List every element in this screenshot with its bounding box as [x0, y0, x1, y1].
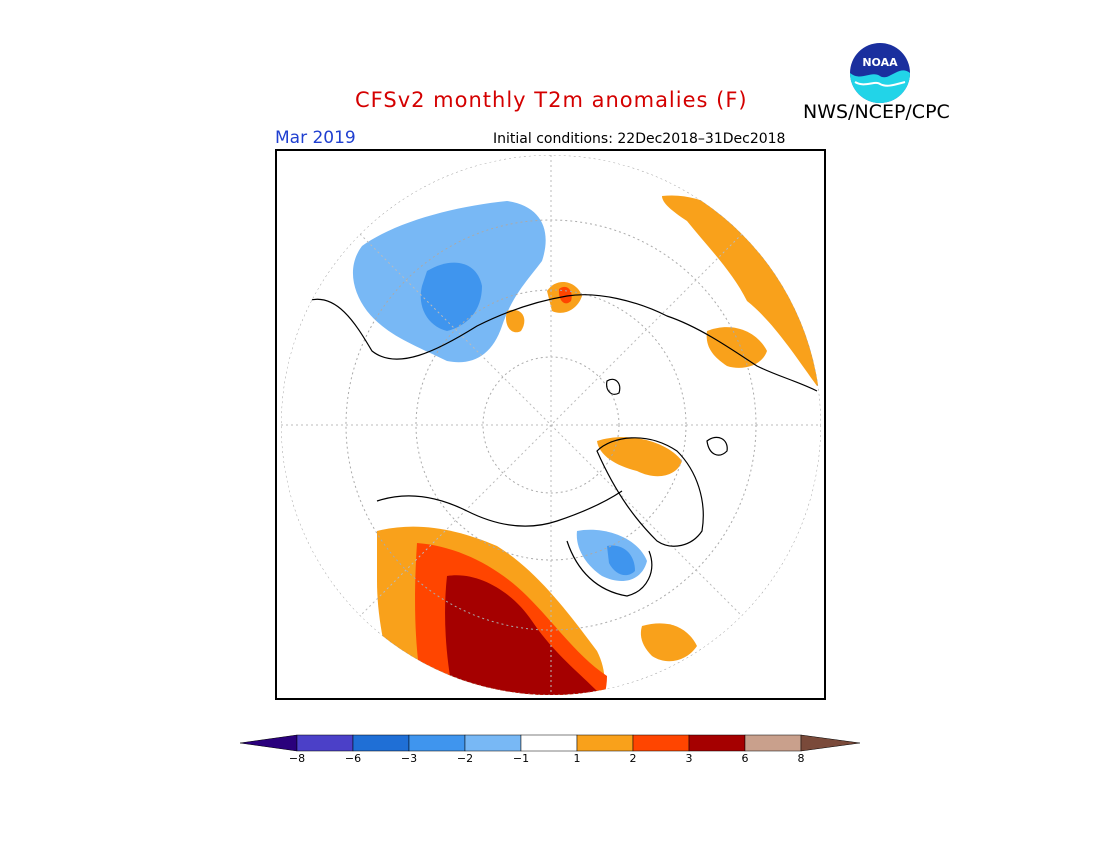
coastline-svalbard [606, 378, 621, 395]
warm-anomaly-europe [662, 195, 821, 386]
legend-tick: −8 [288, 752, 306, 765]
legend-tick: 1 [573, 752, 581, 765]
coastline-north-america [376, 490, 623, 527]
coastline-hudson-bay [566, 540, 653, 597]
legend-swatch-2 [352, 734, 410, 752]
legend-tick: −2 [456, 752, 474, 765]
noaa-logo: NOAA [850, 43, 910, 103]
legend-swatch-1 [296, 734, 354, 752]
warm-anomaly-kara [506, 309, 525, 333]
noaa-logo-text: NOAA [862, 56, 898, 69]
warm-anomaly-nw-america-core [445, 575, 597, 695]
color-legend [240, 734, 860, 752]
legend-swatch-7 [632, 734, 690, 752]
legend-tick: 3 [685, 752, 693, 765]
coastline-iceland [706, 436, 728, 456]
legend-arrow-low [240, 734, 298, 752]
legend-tick: −6 [344, 752, 362, 765]
cold-anomaly-siberia-core [420, 262, 482, 331]
map-title: CFSv2 monthly T2m anomalies (F) [355, 88, 748, 112]
polar-map-canvas [281, 155, 821, 695]
legend-tick: 8 [797, 752, 805, 765]
warm-anomaly-greenland-edge [597, 437, 682, 477]
agency-label: NWS/NCEP/CPC [803, 101, 950, 123]
legend-tick: 2 [629, 752, 637, 765]
warm-anomaly-scandinavia [706, 327, 767, 368]
coastline-greenland [596, 437, 704, 547]
cold-anomaly-hudson-core [607, 545, 635, 576]
polar-map [275, 149, 826, 700]
warm-anomaly-labrador [640, 623, 697, 662]
valid-month: Mar 2019 [275, 128, 356, 148]
legend-swatch-4 [464, 734, 522, 752]
legend-tick: −3 [400, 752, 418, 765]
legend-swatch-6 [576, 734, 634, 752]
legend-tick: −1 [512, 752, 530, 765]
coastline-eurasia [306, 294, 818, 392]
legend-swatch-8 [688, 734, 746, 752]
legend-ticks: −8 −6 −3 −2 −1 1 2 3 6 8 [240, 752, 860, 768]
legend-swatch-5 [520, 734, 578, 752]
legend-swatch-3 [408, 734, 466, 752]
legend-swatch-9 [744, 734, 802, 752]
legend-tick: 6 [741, 752, 749, 765]
legend-arrow-high [800, 734, 860, 752]
initial-conditions: Initial conditions: 22Dec2018–31Dec2018 [493, 131, 786, 147]
warm-anomaly-russia-arctic-core [558, 286, 572, 304]
